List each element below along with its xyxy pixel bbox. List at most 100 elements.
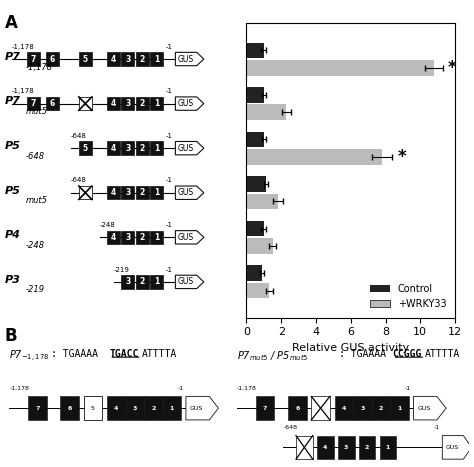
Text: *: * bbox=[398, 148, 406, 166]
Text: 4: 4 bbox=[111, 188, 117, 197]
Text: P5: P5 bbox=[5, 185, 20, 196]
Polygon shape bbox=[175, 52, 204, 66]
Text: 4: 4 bbox=[342, 406, 346, 410]
Text: -1: -1 bbox=[434, 425, 440, 431]
Text: mut5: mut5 bbox=[26, 196, 48, 205]
Text: 6: 6 bbox=[68, 406, 72, 410]
Text: 2: 2 bbox=[139, 55, 145, 64]
Bar bbox=[107, 52, 120, 66]
Text: 4: 4 bbox=[323, 445, 328, 450]
Bar bbox=[136, 231, 149, 244]
Text: mut5: mut5 bbox=[26, 107, 48, 116]
Polygon shape bbox=[175, 275, 204, 289]
Text: 7: 7 bbox=[263, 406, 267, 410]
Bar bbox=[246, 265, 262, 281]
Bar bbox=[311, 396, 330, 420]
Bar bbox=[121, 231, 135, 244]
Polygon shape bbox=[175, 231, 204, 244]
Text: GUS: GUS bbox=[177, 55, 193, 64]
Text: 3: 3 bbox=[360, 406, 365, 410]
Polygon shape bbox=[175, 186, 204, 199]
Bar bbox=[121, 142, 135, 155]
Text: 1: 1 bbox=[397, 406, 402, 410]
Text: ATTTTA: ATTTTA bbox=[425, 349, 460, 359]
Text: P3: P3 bbox=[5, 275, 20, 285]
Text: -1,178: -1,178 bbox=[9, 386, 29, 391]
Bar bbox=[121, 275, 135, 289]
Text: 6: 6 bbox=[295, 406, 300, 410]
Bar bbox=[79, 97, 92, 110]
Text: A: A bbox=[5, 14, 18, 32]
Text: CCGGG: CCGGG bbox=[392, 349, 422, 359]
Text: P7$_{-1,178}$: P7$_{-1,178}$ bbox=[9, 349, 50, 364]
Bar bbox=[380, 436, 396, 459]
Text: ATTTTA: ATTTTA bbox=[142, 349, 177, 359]
Text: 3: 3 bbox=[125, 99, 131, 108]
Text: -1: -1 bbox=[177, 386, 183, 391]
Bar bbox=[246, 149, 382, 165]
Bar bbox=[61, 396, 79, 420]
Text: -1: -1 bbox=[166, 133, 173, 139]
Text: 1: 1 bbox=[154, 99, 159, 108]
Bar bbox=[338, 436, 355, 459]
Text: TGACC: TGACC bbox=[109, 349, 138, 359]
Text: -1: -1 bbox=[166, 88, 173, 94]
Text: 2: 2 bbox=[365, 445, 369, 450]
Bar bbox=[255, 396, 274, 420]
Bar bbox=[150, 142, 163, 155]
Text: -219: -219 bbox=[26, 285, 45, 294]
Bar bbox=[359, 436, 375, 459]
Text: 3: 3 bbox=[125, 55, 131, 64]
Text: GUS: GUS bbox=[177, 277, 193, 286]
Bar bbox=[246, 221, 264, 236]
Bar bbox=[246, 105, 286, 120]
Text: 1: 1 bbox=[386, 445, 390, 450]
Bar bbox=[136, 97, 149, 110]
Text: -248: -248 bbox=[26, 241, 45, 250]
Bar bbox=[311, 396, 330, 420]
Text: 2: 2 bbox=[151, 406, 155, 410]
Legend: Control, +WRKY33: Control, +WRKY33 bbox=[366, 280, 450, 313]
Text: 1: 1 bbox=[154, 144, 159, 153]
Bar bbox=[390, 396, 409, 420]
Bar bbox=[27, 97, 40, 110]
Bar bbox=[121, 97, 135, 110]
Text: GUS: GUS bbox=[446, 445, 459, 450]
Text: 3: 3 bbox=[125, 144, 131, 153]
Text: GUS: GUS bbox=[418, 406, 431, 410]
Bar bbox=[79, 186, 92, 199]
Text: P4: P4 bbox=[5, 230, 20, 240]
Text: -219: -219 bbox=[114, 267, 129, 273]
Text: GUS: GUS bbox=[190, 406, 203, 410]
Text: 7: 7 bbox=[35, 406, 39, 410]
Bar bbox=[79, 186, 92, 199]
Polygon shape bbox=[442, 436, 472, 459]
Text: 7: 7 bbox=[30, 99, 36, 108]
Bar bbox=[246, 238, 273, 254]
Text: -648: -648 bbox=[26, 152, 45, 161]
Bar bbox=[163, 396, 181, 420]
Bar bbox=[136, 142, 149, 155]
Bar bbox=[150, 97, 163, 110]
Bar bbox=[150, 52, 163, 66]
Text: P7$_{mut5}$ / P5$_{mut5}$: P7$_{mut5}$ / P5$_{mut5}$ bbox=[237, 349, 309, 363]
Text: 6: 6 bbox=[49, 99, 55, 108]
Text: 7: 7 bbox=[30, 55, 36, 64]
Bar bbox=[121, 52, 135, 66]
Polygon shape bbox=[186, 396, 219, 420]
Text: 2: 2 bbox=[379, 406, 383, 410]
Bar bbox=[107, 231, 120, 244]
Text: 1: 1 bbox=[170, 406, 174, 410]
Bar bbox=[121, 186, 135, 199]
Bar bbox=[246, 194, 278, 209]
Text: 1: 1 bbox=[154, 233, 159, 242]
Bar bbox=[296, 436, 313, 459]
Bar bbox=[107, 97, 120, 110]
Text: GUS: GUS bbox=[177, 233, 193, 242]
Bar bbox=[317, 436, 334, 459]
Bar bbox=[136, 275, 149, 289]
Bar bbox=[246, 283, 269, 298]
Text: 2: 2 bbox=[139, 233, 145, 242]
Bar bbox=[246, 42, 264, 58]
Text: -648: -648 bbox=[71, 177, 87, 184]
